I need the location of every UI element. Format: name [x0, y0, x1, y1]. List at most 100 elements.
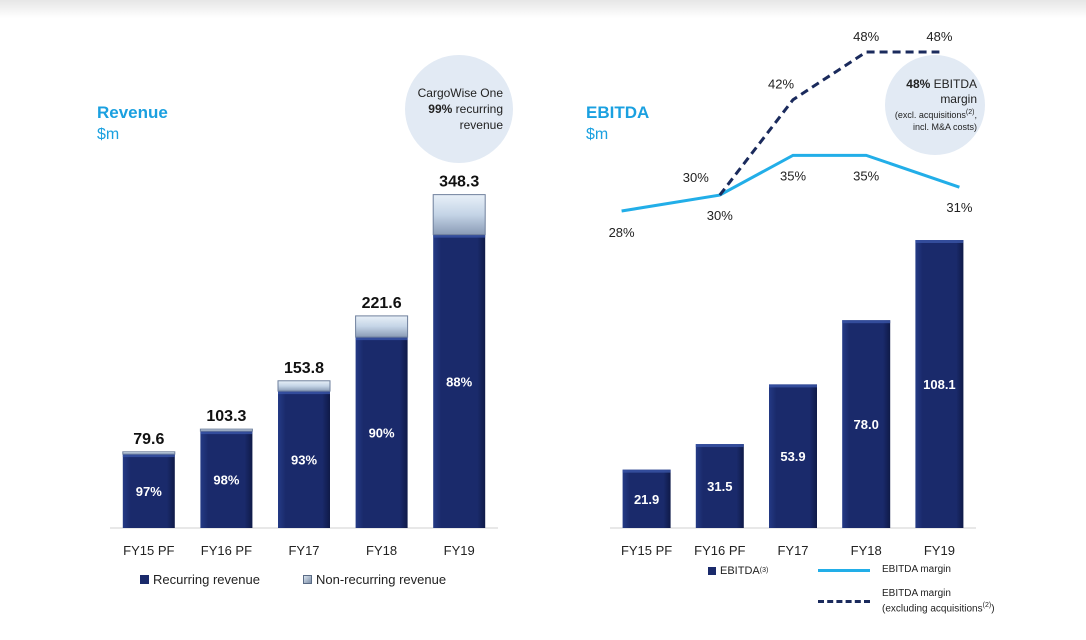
ebitda-bubble-line-1: 48% EBITDA — [906, 77, 977, 92]
recurring-bar — [355, 337, 408, 528]
legend-margin: EBITDA margin — [818, 564, 951, 576]
ebitda-value-label: 108.1 — [923, 377, 956, 392]
total-label: 221.6 — [362, 295, 402, 312]
legend-margin-excl-line-1: EBITDA margin — [882, 588, 951, 599]
ebitda-bar — [769, 384, 817, 528]
revenue-title: Revenue — [97, 103, 168, 122]
ebitda-title: EBITDA — [586, 103, 650, 122]
legend-margin-excl-text: EBITDA margin (excluding acquisitions(2)… — [882, 588, 995, 615]
ebitda-margin-label: 35% — [853, 168, 879, 183]
ebitda-bubble-line-3-end: , — [974, 110, 977, 120]
x-tick-label: FY18 — [366, 543, 397, 558]
ebitda-margin-label: 30% — [707, 208, 733, 223]
ebitda-margin-bubble: 48% EBITDA margin (excl. acquisitions(2)… — [885, 55, 985, 155]
cargowise-bubble: CargoWise One 99% recurring revenue — [405, 55, 513, 163]
recurring-bar — [122, 454, 175, 528]
recurring-pct-label: 97% — [136, 484, 162, 499]
legend-ebitda-sup: (3) — [759, 567, 769, 574]
legend-margin-excl-end: ) — [991, 603, 995, 615]
bubble-line-1: CargoWise One — [417, 86, 503, 100]
legend-non-recurring-label: Non-recurring revenue — [316, 572, 447, 587]
revenue-unit: $m — [97, 126, 120, 143]
x-tick-label: FY17 — [777, 543, 808, 558]
legend-recurring: Recurring revenue — [140, 572, 260, 587]
ebitda-bar-bevel — [915, 240, 964, 243]
ebitda-bubble-line-4: incl. M&A costs) — [912, 122, 977, 132]
x-tick-label: FY15 PF — [621, 543, 672, 558]
ebitda-bar-bevel — [769, 384, 817, 388]
ebitda-bubble-line-3: (excl. acquisitions(2), — [895, 107, 977, 121]
legend-ebitda: EBITDA (3) — [708, 565, 768, 577]
ebitda-bar-bevel — [622, 469, 671, 473]
ebitda-value-label: 78.0 — [854, 417, 879, 432]
legend-recurring-label: Recurring revenue — [153, 572, 260, 587]
top-shadow-bar — [0, 0, 1086, 18]
non-recurring-bar — [277, 380, 331, 392]
bubble-strong: 99% — [428, 102, 453, 116]
bubble-line-2: 99% recurring — [428, 101, 503, 117]
x-tick-label: FY17 — [288, 543, 319, 558]
ebitda-bubble-line-2: margin — [940, 92, 977, 106]
ebitda-bubble-sup: (2) — [965, 109, 975, 116]
ebitda-unit: $m — [586, 126, 609, 143]
legend-margin-swatch — [818, 568, 870, 572]
total-label: 103.3 — [206, 408, 246, 425]
recurring-bar-bevel — [200, 431, 253, 435]
ebitda-margin-excl-label: 48% — [853, 29, 879, 44]
ebitda-margin-excl-label: 48% — [926, 29, 952, 44]
recurring-bar — [200, 431, 253, 528]
legend-recurring-swatch — [140, 575, 149, 584]
ebitda-margin-label: 35% — [780, 168, 806, 183]
ebitda-margin-excl-line — [718, 50, 940, 197]
ebitda-margin-label: 28% — [609, 225, 635, 240]
legend-non-recurring-swatch — [303, 575, 312, 584]
ebitda-margin-line — [621, 153, 960, 213]
ebitda-bar — [622, 469, 671, 528]
ebitda-bar — [842, 320, 891, 528]
x-tick-label: FY16 PF — [201, 543, 252, 558]
legend-margin-excl-swatch — [818, 600, 870, 604]
non-recurring-bar — [432, 194, 486, 236]
ebitda-bar — [695, 444, 744, 528]
ebitda-bar-bevel — [695, 444, 744, 448]
x-tick-label: FY15 PF — [123, 543, 174, 558]
x-tick-label: FY16 PF — [694, 543, 745, 558]
ebitda-chart: 21.9 FY15 PF 31.5 FY16 PF 53.9 FY17 78.0 FY18 10… — [609, 29, 976, 558]
ebitda-bar-bevel — [842, 320, 891, 324]
total-label: 348.3 — [439, 174, 479, 191]
recurring-bar — [433, 234, 486, 528]
recurring-pct-label: 98% — [213, 473, 239, 488]
legend-margin-excl-sup: (2) — [982, 602, 992, 609]
ebitda-margin-excl-label: 30% — [683, 170, 709, 185]
non-recurring-bar — [199, 428, 253, 432]
ebitda-margin-label: 31% — [946, 200, 972, 215]
legend-ebitda-label: EBITDA — [720, 565, 760, 577]
ebitda-bubble-line-3-text: (excl. acquisitions — [894, 110, 966, 120]
legend-non-recurring: Non-recurring revenue — [303, 572, 446, 587]
recurring-bar-bevel — [278, 391, 330, 395]
ebitda-value-label: 53.9 — [780, 449, 805, 464]
x-tick-label: FY19 — [444, 543, 475, 558]
total-label: 153.8 — [284, 360, 324, 377]
legend-margin-excl: EBITDA margin (excluding acquisitions(2)… — [818, 588, 995, 615]
legend-margin-excl-line-2: (excluding acquisitions — [882, 603, 983, 615]
total-label: 79.6 — [133, 431, 164, 448]
non-recurring-bar — [355, 315, 409, 338]
ebitda-bar — [915, 240, 964, 528]
recurring-pct-label: 90% — [369, 426, 395, 441]
x-tick-label: FY19 — [924, 543, 955, 558]
legend-ebitda-swatch — [708, 567, 716, 575]
non-recurring-bar — [122, 451, 176, 455]
ebitda-bubble-strong: 48% — [906, 77, 931, 91]
ebitda-value-label: 31.5 — [707, 479, 732, 494]
recurring-pct-label: 93% — [291, 453, 317, 468]
ebitda-value-label: 21.9 — [634, 492, 659, 507]
recurring-bar-bevel — [122, 454, 175, 458]
recurring-bar-bevel — [355, 337, 408, 341]
recurring-bar-bevel — [433, 234, 486, 238]
ebitda-margin-excl-label: 42% — [768, 77, 794, 92]
bubble-line-2-text: recurring — [452, 102, 503, 116]
ebitda-bubble-line-1-text: EBITDA — [930, 77, 977, 91]
bubble-line-3: revenue — [459, 118, 503, 132]
